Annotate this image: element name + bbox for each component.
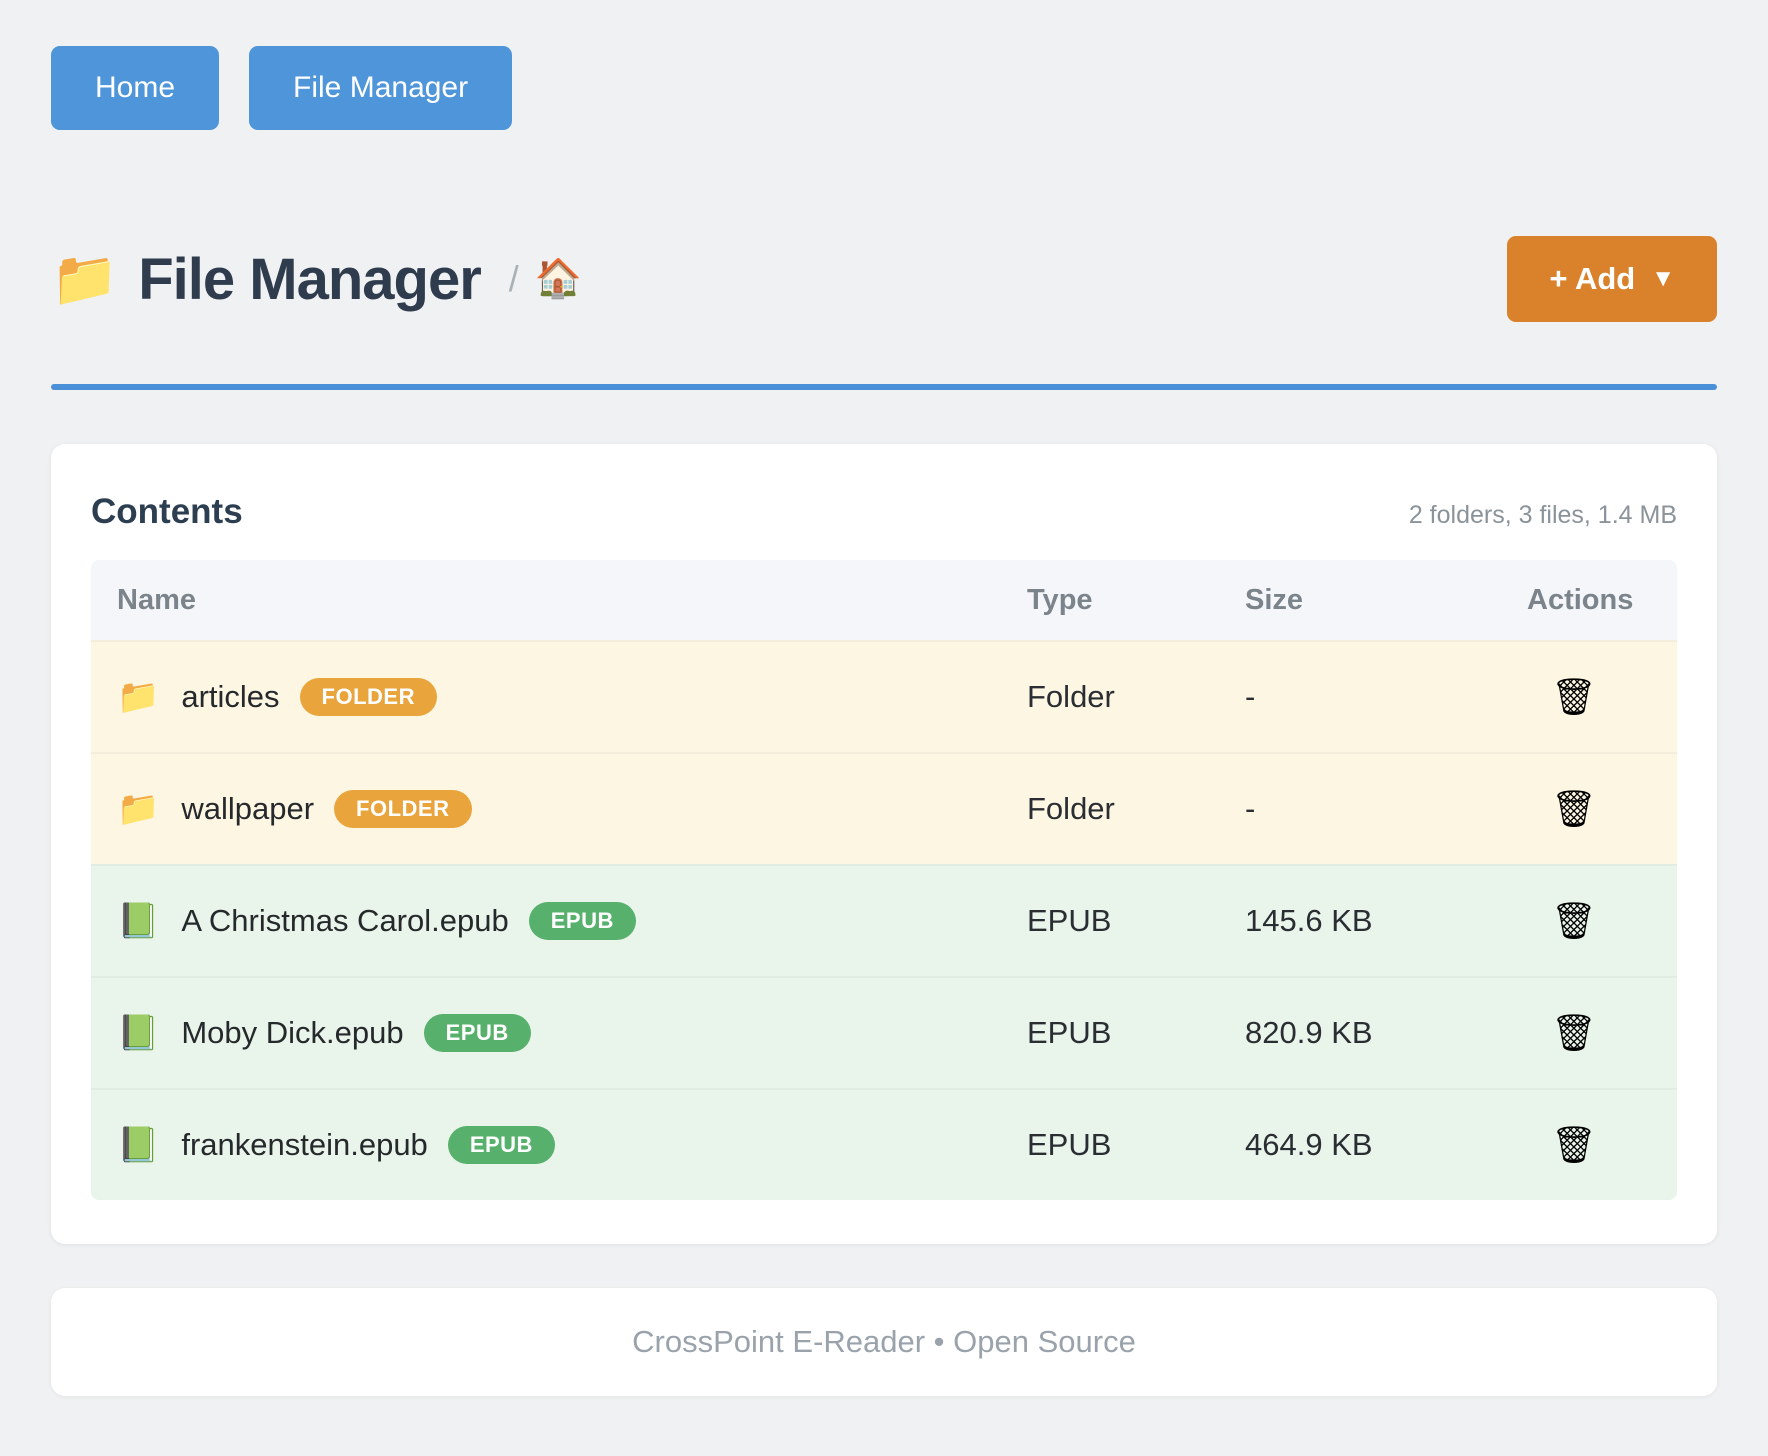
folder-icon: 📁 [117, 790, 160, 828]
page-header: 📁 File Manager / 🏠 + Add ▼ [51, 236, 1717, 322]
column-header-name: Name [117, 583, 196, 616]
size-cell: - [1245, 791, 1256, 826]
epub-badge: EPUB [447, 1126, 555, 1164]
delete-button[interactable]: 🗑 [1545, 675, 1603, 719]
file-name-link[interactable]: frankenstein.epub [181, 1127, 428, 1162]
add-button[interactable]: + Add ▼ [1507, 236, 1717, 322]
column-header-size: Size [1245, 583, 1304, 616]
table-header-row: Name Type Size Actions [91, 560, 1677, 640]
breadcrumb: / 🏠 [509, 257, 582, 301]
type-cell: EPUB [1027, 903, 1112, 938]
file-name-link[interactable]: Moby Dick.epub [181, 1015, 404, 1050]
size-cell: 145.6 KB [1245, 903, 1373, 938]
file-manager-nav-button[interactable]: File Manager [249, 46, 513, 130]
contents-summary: 2 folders, 3 files, 1.4 MB [1408, 501, 1677, 529]
file-table: Name Type Size Actions 📁 articles FOLDER… [91, 560, 1677, 1200]
trash-icon: 🗑 [1551, 1012, 1597, 1053]
page-title-group: 📁 File Manager / 🏠 [51, 246, 582, 313]
delete-button[interactable]: 🗑 [1545, 787, 1603, 831]
type-cell: EPUB [1027, 1015, 1112, 1050]
contents-title: Contents [91, 492, 243, 531]
folder-icon: 📁 [51, 248, 119, 309]
delete-button[interactable]: 🗑 [1545, 899, 1603, 943]
footer: CrossPoint E-Reader • Open Source [51, 1288, 1717, 1396]
page-title: File Manager [138, 246, 482, 312]
folder-badge: FOLDER [334, 790, 472, 828]
trash-icon: 🗑 [1551, 900, 1597, 941]
table-row: 📁 wallpaper FOLDER Folder - 🗑 [91, 752, 1677, 864]
trash-icon: 🗑 [1551, 676, 1597, 717]
add-button-label: + Add [1549, 261, 1636, 296]
table-row: 📁 articles FOLDER Folder - 🗑 [91, 640, 1677, 752]
trash-icon: 🗑 [1551, 1124, 1597, 1165]
column-header-actions: Actions [1527, 583, 1634, 616]
file-name-link[interactable]: A Christmas Carol.epub [181, 903, 509, 938]
file-name-link[interactable]: articles [181, 679, 280, 714]
table-row: 📗 A Christmas Carol.epub EPUB EPUB 145.6… [91, 864, 1677, 976]
type-cell: Folder [1027, 791, 1115, 826]
epub-badge: EPUB [423, 1014, 531, 1052]
book-icon: 📗 [117, 1014, 160, 1052]
type-cell: EPUB [1027, 1127, 1112, 1162]
contents-panel: Contents 2 folders, 3 files, 1.4 MB Name… [51, 444, 1717, 1244]
column-header-type: Type [1027, 583, 1093, 616]
delete-button[interactable]: 🗑 [1545, 1011, 1603, 1055]
breadcrumb-home-icon[interactable]: 🏠 [534, 258, 583, 300]
home-nav-button[interactable]: Home [51, 46, 220, 130]
book-icon: 📗 [117, 902, 160, 940]
epub-badge: EPUB [528, 902, 636, 940]
type-cell: Folder [1027, 679, 1115, 714]
table-row: 📗 Moby Dick.epub EPUB EPUB 820.9 KB 🗑 [91, 976, 1677, 1088]
book-icon: 📗 [117, 1126, 160, 1164]
contents-panel-header: Contents 2 folders, 3 files, 1.4 MB [91, 492, 1677, 532]
folder-badge: FOLDER [299, 678, 437, 716]
top-nav: Home File Manager [51, 46, 1717, 130]
delete-button[interactable]: 🗑 [1545, 1123, 1603, 1167]
file-name-link[interactable]: wallpaper [181, 791, 315, 826]
size-cell: - [1245, 679, 1256, 714]
header-divider [51, 384, 1717, 390]
size-cell: 464.9 KB [1245, 1127, 1373, 1162]
breadcrumb-separator: / [508, 258, 519, 299]
footer-text: CrossPoint E-Reader • Open Source [632, 1324, 1136, 1359]
table-row: 📗 frankenstein.epub EPUB EPUB 464.9 KB 🗑 [91, 1088, 1677, 1200]
trash-icon: 🗑 [1551, 788, 1597, 829]
chevron-down-icon: ▼ [1651, 265, 1675, 292]
folder-icon: 📁 [117, 678, 160, 716]
size-cell: 820.9 KB [1245, 1015, 1373, 1050]
